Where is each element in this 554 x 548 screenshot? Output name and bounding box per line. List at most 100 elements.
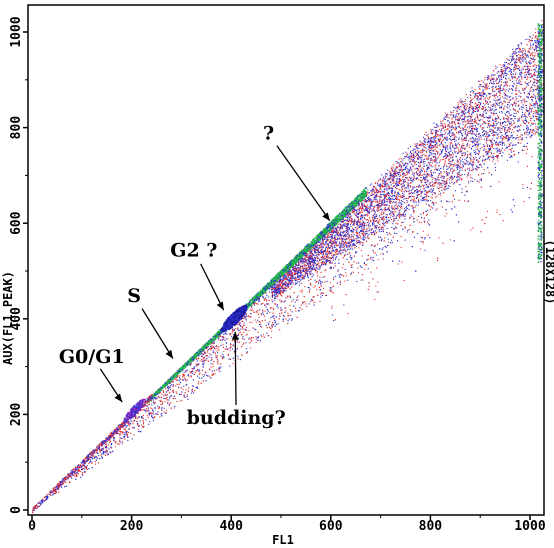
event-dot [532, 57, 534, 59]
event-dot [439, 186, 441, 188]
event-dot [422, 145, 424, 147]
event-dot [67, 478, 69, 480]
event-dot [481, 219, 483, 221]
event-dot [337, 271, 339, 273]
event-dot [487, 167, 489, 169]
event-dot [203, 376, 205, 378]
event-dot [289, 281, 291, 283]
event-dot [303, 301, 305, 303]
event-dot [247, 315, 249, 317]
event-dot [537, 85, 539, 87]
event-dot [494, 74, 496, 76]
event-dot [330, 287, 332, 289]
event-dot [401, 178, 403, 180]
event-dot [166, 391, 168, 393]
event-dot [218, 346, 220, 348]
event-dot [59, 481, 61, 483]
event-dot [128, 431, 130, 433]
event-dot [268, 291, 270, 293]
event-dot [530, 45, 532, 47]
event-dot [196, 386, 198, 388]
event-dot [135, 416, 137, 418]
event-dot [368, 200, 370, 202]
event-dot [440, 171, 442, 173]
event-dot [250, 310, 252, 312]
event-dot [131, 438, 133, 440]
event-dot [316, 289, 318, 291]
event-dot [395, 172, 397, 174]
event-dot [243, 318, 245, 320]
event-dot [462, 155, 464, 157]
event-dot [269, 321, 271, 323]
event-dot [407, 229, 409, 231]
event-dot [204, 351, 206, 353]
event-dot [109, 432, 111, 434]
event-dot [314, 244, 316, 246]
event-dot [91, 461, 93, 463]
event-dot [383, 185, 385, 187]
event-dot [487, 151, 489, 153]
event-dot [379, 186, 381, 188]
event-dot [424, 249, 426, 251]
event-dot [288, 270, 290, 272]
event-dot [452, 165, 454, 167]
event-dot [387, 238, 389, 240]
event-dot [388, 207, 390, 209]
event-dot [102, 453, 104, 455]
event-dot [475, 126, 477, 128]
event-dot [172, 397, 174, 399]
event-dot [251, 339, 253, 341]
event-dot [468, 133, 470, 135]
event-dot [338, 237, 340, 239]
event-dot [165, 388, 167, 390]
event-dot [274, 320, 276, 322]
event-dot [442, 127, 444, 129]
event-dot [505, 75, 507, 77]
event-dot [482, 90, 484, 92]
event-dot [96, 451, 98, 453]
event-dot [514, 63, 516, 65]
event-dot [187, 390, 189, 392]
event-dot [493, 77, 495, 79]
event-dot [149, 412, 151, 414]
event-dot [88, 468, 90, 470]
event-dot [434, 153, 436, 155]
event-dot [202, 364, 204, 366]
event-dot [212, 366, 214, 368]
event-dot [154, 397, 156, 399]
event-dot [161, 407, 163, 409]
event-dot [475, 120, 477, 122]
event-dot [411, 153, 413, 155]
event-dot [459, 117, 461, 119]
event-dot [305, 264, 307, 266]
event-dot [169, 395, 171, 397]
event-dot [267, 322, 269, 324]
event-dot [442, 120, 444, 122]
event-dot [369, 207, 371, 209]
event-dot [512, 76, 514, 78]
event-dot [232, 363, 234, 365]
event-dot [457, 142, 459, 144]
event-dot [322, 243, 324, 245]
event-dot [158, 406, 160, 408]
event-dot [371, 204, 373, 206]
event-dot [101, 453, 103, 455]
event-dot [462, 129, 464, 131]
event-dot [522, 119, 524, 121]
event-dot [427, 234, 429, 236]
event-dot [133, 426, 135, 428]
event-dot [348, 213, 350, 215]
event-dot [418, 221, 420, 223]
event-dot [400, 199, 402, 201]
event-dot [415, 152, 417, 154]
event-dot [338, 262, 340, 264]
event-dot [429, 140, 431, 142]
event-dot [497, 102, 499, 104]
event-dot [412, 231, 414, 233]
event-dot [212, 341, 214, 343]
event-dot [491, 144, 493, 146]
event-dot [356, 262, 358, 264]
event-dot [62, 478, 64, 480]
event-dot [133, 420, 135, 422]
event-dot [420, 248, 422, 250]
